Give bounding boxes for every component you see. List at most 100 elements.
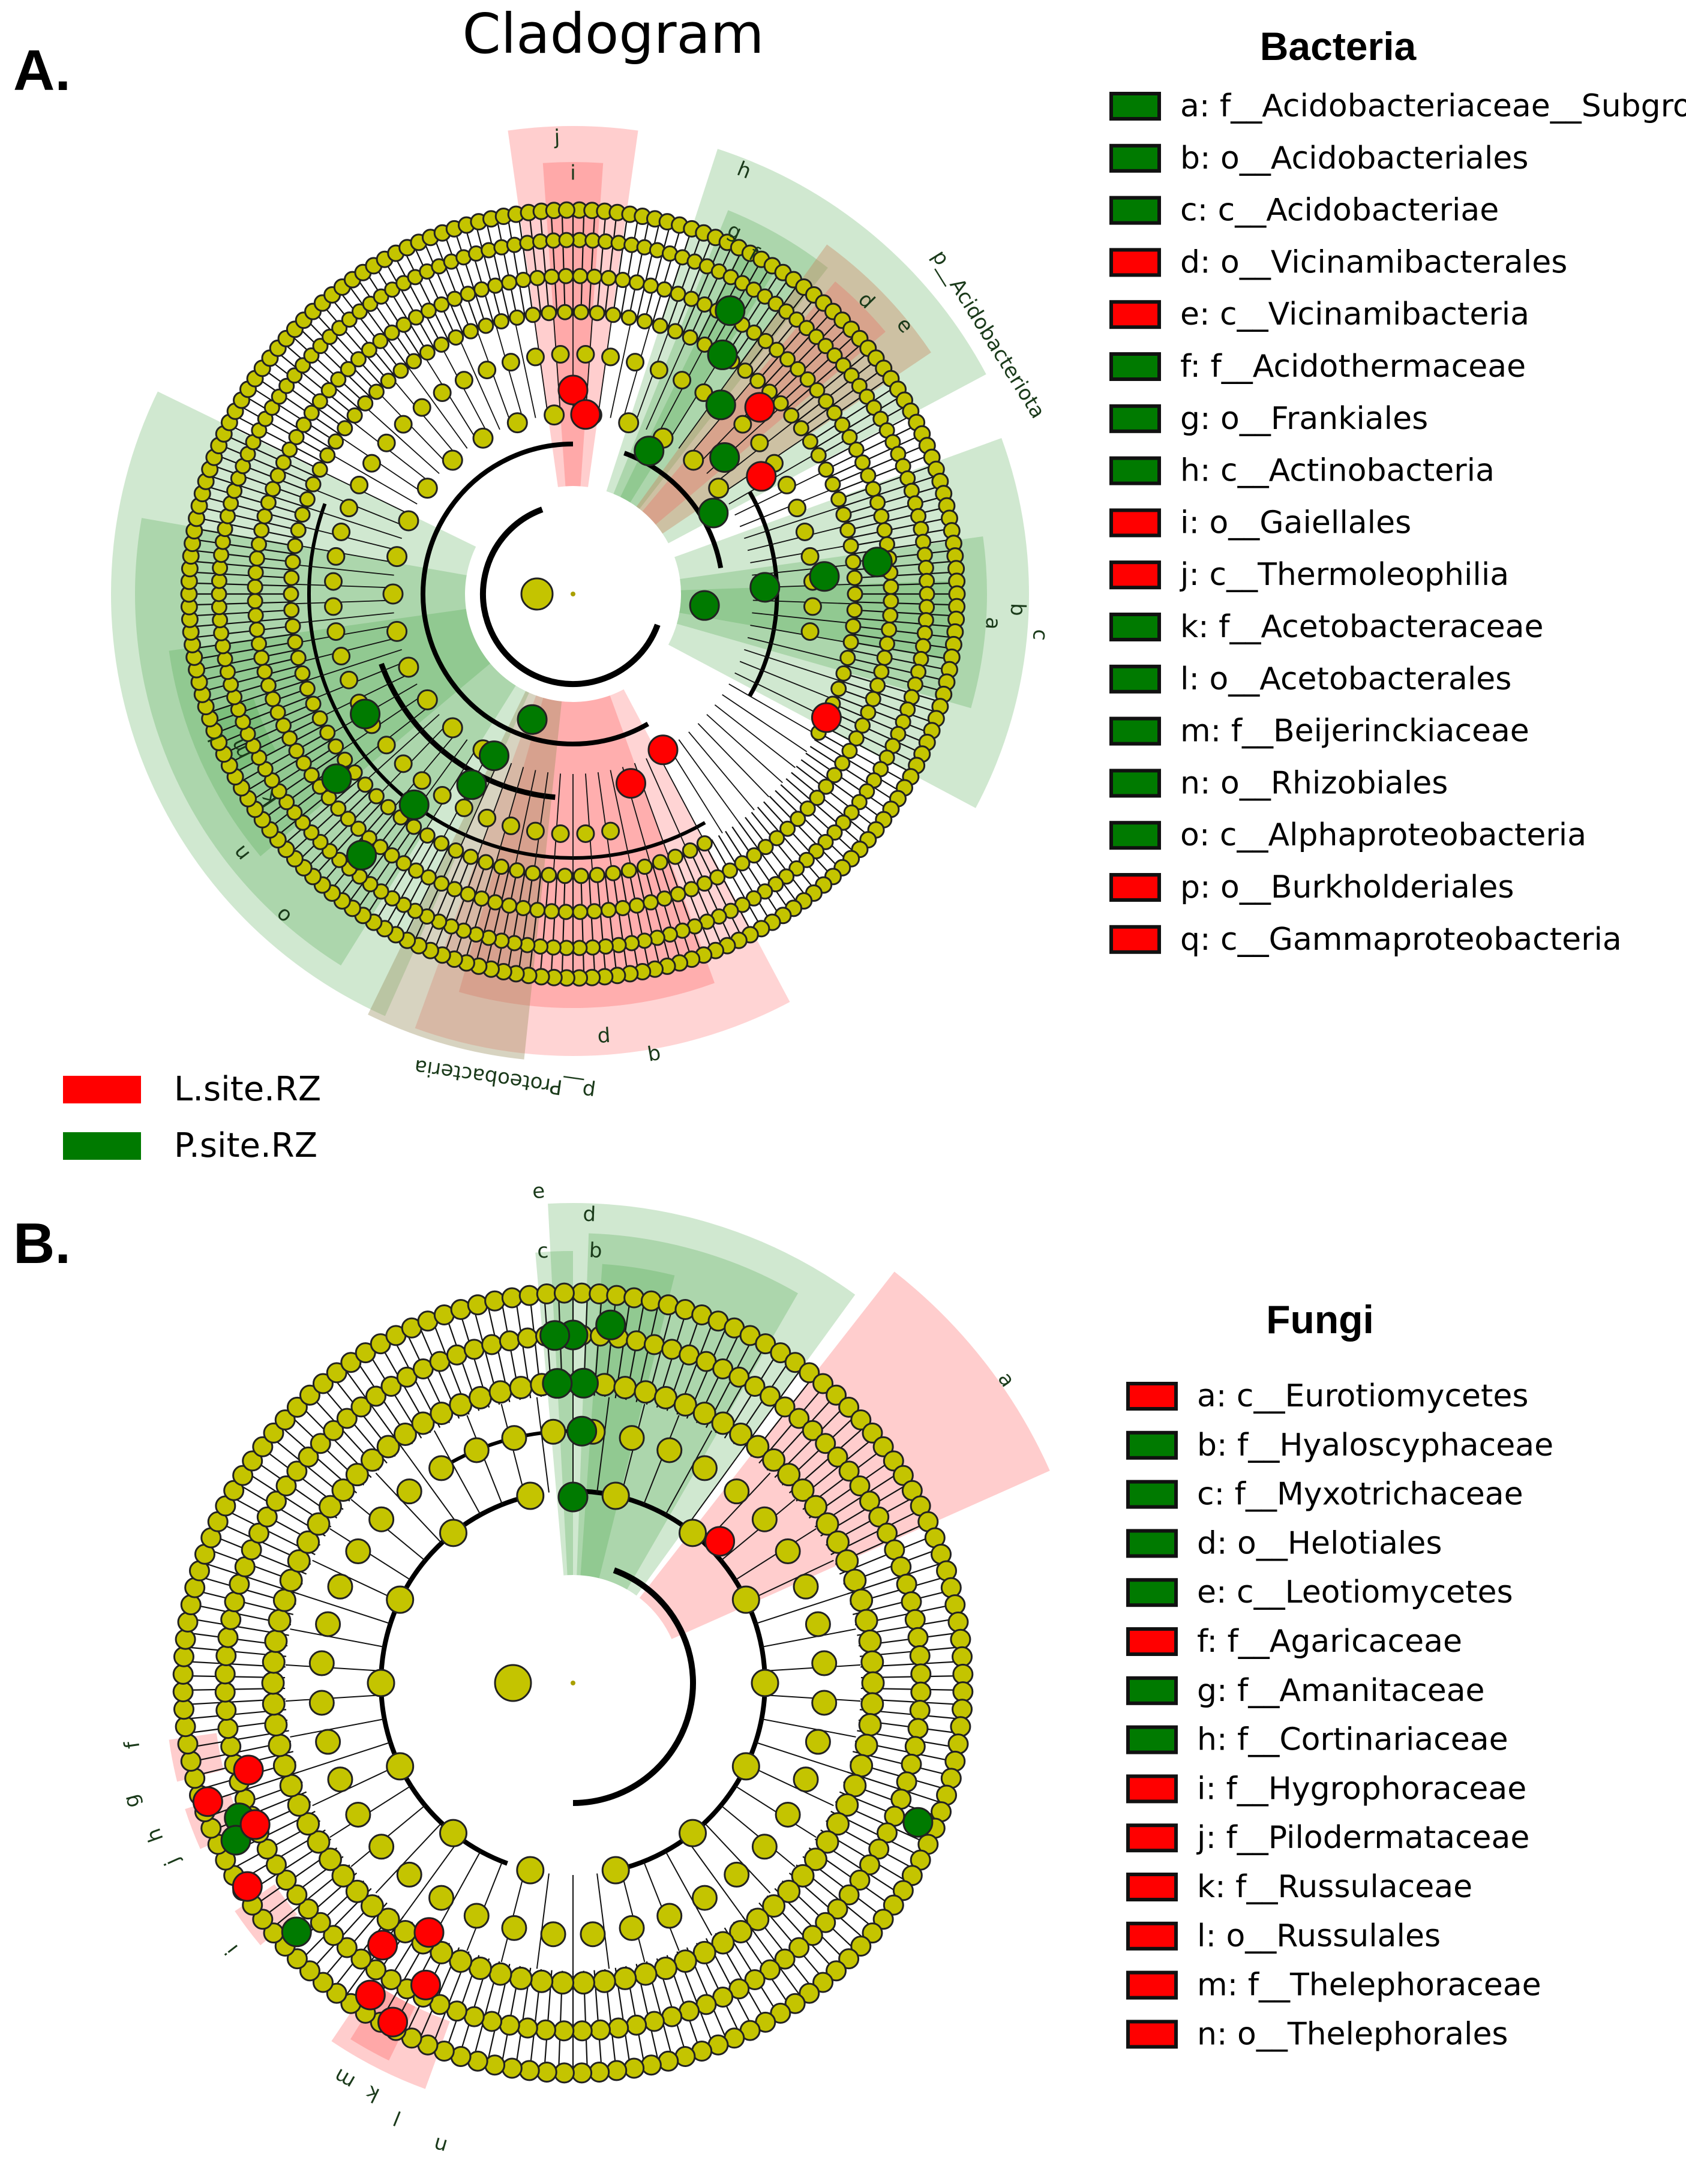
legend-entries-bacteria: a: f__Acidobacteriaceae__Subgroup_1_ b: o…: [1109, 88, 1686, 958]
leaf-spoke: [843, 673, 942, 703]
inner-spoke: [750, 544, 851, 563]
ring-b2-node: [613, 1966, 637, 1990]
ring-b4-node: [799, 1982, 820, 2004]
leaf-spoke: [196, 517, 297, 539]
inner-spoke: [292, 612, 394, 625]
ring-b4-node: [950, 1716, 971, 1738]
ring-a3-node: [860, 467, 877, 484]
inner-spoke: [596, 1397, 610, 1493]
clade-label-g: g: [118, 1792, 145, 1810]
ring-b2-node: [430, 1940, 454, 1964]
ring-a2-node: [357, 395, 374, 412]
ring-a2-node: [493, 859, 510, 875]
leaf-spoke: [374, 265, 428, 353]
ring-a3-node: [248, 621, 265, 638]
biomarker-node: [542, 1368, 573, 1399]
inner-spoke: [328, 452, 418, 505]
ring-b1-node: [315, 1611, 341, 1637]
leaf-spoke: [604, 874, 618, 976]
ring-a1-node: [800, 622, 820, 641]
ring-b4-node: [326, 1982, 347, 2004]
ring-b2-node: [318, 1495, 342, 1519]
ring-a2-node: [328, 738, 344, 755]
ring-b4-node: [286, 1948, 308, 1970]
biomarker-node: [517, 704, 548, 735]
ring-a2-node: [802, 433, 818, 450]
leaf-spoke: [838, 688, 935, 724]
ring-a2-node: [328, 433, 344, 450]
ring-b1-node: [540, 1921, 566, 1948]
leaf-spoke: [674, 856, 713, 952]
inner-spoke: [514, 318, 536, 418]
ring-b3-node: [310, 1433, 331, 1454]
ring-b3-node: [481, 1334, 503, 1355]
legend-swatch: [1126, 1970, 1178, 2000]
leaf-spoke: [763, 801, 833, 878]
ring-a3-node: [311, 393, 328, 410]
root-node: [571, 1681, 575, 1685]
leaf-spoke: [204, 485, 303, 515]
inner-spoke: [299, 525, 399, 551]
ring-b4-node: [770, 1342, 791, 1364]
ring-b3-node: [215, 1700, 237, 1721]
ring-a4-node: [913, 521, 929, 538]
ring-a3-node: [614, 899, 631, 916]
inner-spoke: [553, 773, 561, 875]
ring-b2-node: [331, 1864, 355, 1888]
inner-spoke: [761, 1718, 856, 1738]
ring-b3-node: [849, 1475, 871, 1496]
ring-b3-node: [215, 1645, 237, 1666]
ring-b2-node: [360, 1448, 384, 1472]
ring-b2-node: [815, 1830, 839, 1854]
ring-b1-node: [811, 1690, 838, 1716]
leaf-spoke: [805, 376, 890, 436]
inner-spoke: [295, 544, 396, 563]
biomarker-node: [595, 1309, 626, 1340]
clade-label-a: a: [980, 616, 1005, 631]
ring-a0-node: [472, 427, 494, 449]
leaf-spoke: [697, 847, 743, 939]
ring-a2-node: [419, 827, 436, 844]
ring-a3-node: [340, 361, 356, 377]
ring-b4-node: [952, 1699, 973, 1720]
ring-b2-node: [376, 1907, 400, 1931]
ring-b4-node: [536, 2062, 557, 2083]
leaf-spoke: [539, 875, 550, 977]
ring-a1-node: [777, 475, 796, 494]
biomarker-node: [862, 547, 893, 578]
inner-spoke: [407, 365, 468, 449]
branch-arc-root: [479, 506, 661, 687]
ring-a0-node: [398, 510, 419, 532]
leaf-spoke: [297, 790, 371, 862]
ring-a2-node: [557, 868, 574, 884]
ring-b0-node: [439, 1819, 467, 1847]
ring-a2-node: [478, 317, 494, 334]
leaf-spoke: [751, 812, 817, 892]
ring-a3-node: [247, 578, 263, 595]
leaf-spoke: [763, 310, 833, 387]
leaf-spoke: [780, 334, 857, 404]
ring-a1-node: [551, 345, 570, 364]
legend-swatch: [1126, 1578, 1178, 1607]
inner-spoke: [755, 1741, 847, 1773]
ring-b2-node: [449, 1393, 473, 1417]
ring-b2-node: [430, 1402, 454, 1426]
clade-label-h: h: [142, 1825, 169, 1846]
biomarker-node: [715, 295, 746, 326]
ring-a3-node: [757, 839, 774, 856]
inner-spoke: [319, 672, 412, 718]
ring-a1-node: [433, 383, 452, 403]
ring-a3-node: [515, 272, 532, 289]
legend-swatch: [1109, 769, 1161, 798]
inner-spoke: [665, 1850, 713, 1936]
ring-a2-node: [299, 491, 316, 508]
ring-a0-node: [382, 583, 404, 605]
ring-b2-node: [268, 1733, 292, 1757]
ring-a2-node: [284, 618, 301, 635]
ring-a0-node: [386, 546, 408, 568]
ring-b4-node: [340, 1352, 362, 1373]
group-key-label-green: P.site.RZ: [174, 1126, 317, 1165]
ring-a4-node: [859, 783, 875, 800]
leaf-spoke: [785, 342, 864, 410]
ring-b2-node: [860, 1650, 884, 1674]
